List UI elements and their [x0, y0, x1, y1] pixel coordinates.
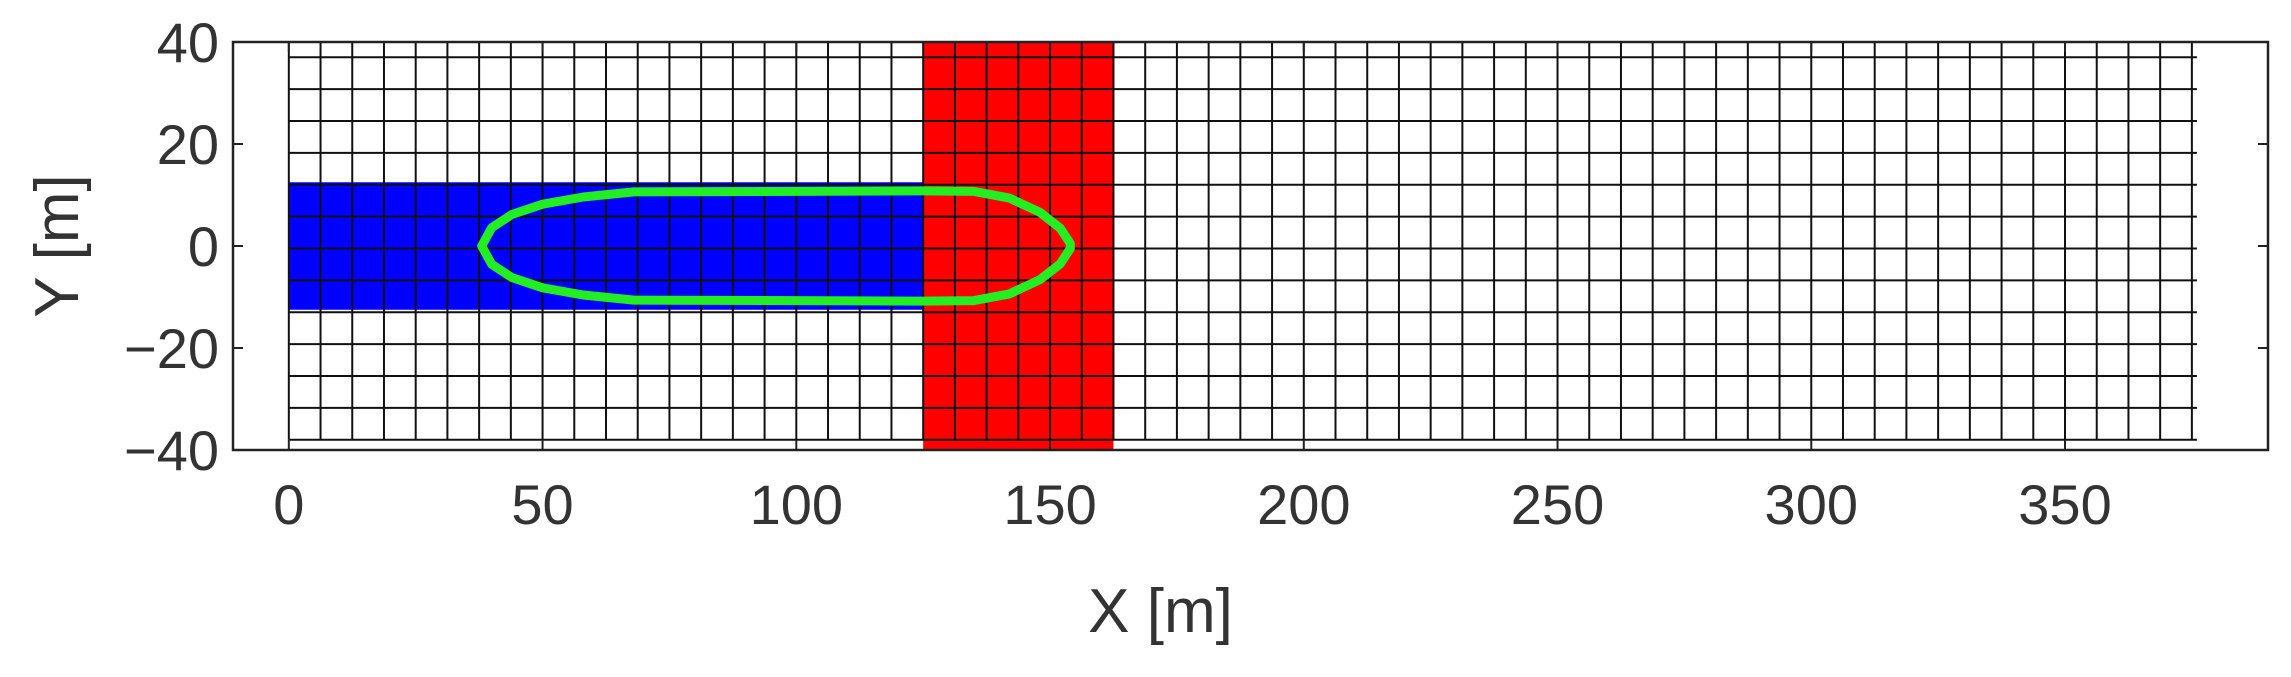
x-tick-label: 100: [750, 473, 843, 536]
labels-layer: X [m] Y [m]: [23, 174, 1233, 646]
y-tick-label: 20: [157, 113, 219, 176]
x-tick-label: 150: [1003, 473, 1096, 536]
x-tick-label: 250: [1511, 473, 1604, 536]
axes-layer: 0 50 100 150 200 250 300 350 −40 −20 0 20 40: [124, 11, 2270, 536]
y-tick-label: 0: [188, 215, 219, 278]
hull-outline-layer: [477, 186, 1075, 306]
x-tick-label: 50: [511, 473, 573, 536]
x-axis-label: X [m]: [1088, 577, 1233, 646]
y-axis-label: Y [m]: [23, 174, 92, 318]
x-tick-label: 300: [1765, 473, 1858, 536]
y-tick-label: −20: [124, 317, 219, 380]
blue-region-wide: [288, 182, 1015, 310]
hull-outline: [477, 186, 1075, 306]
y-tick-label: 40: [157, 11, 219, 74]
mesh-grid: [287, 41, 2197, 441]
y-tick-label: −40: [124, 419, 219, 482]
x-tick-label: 0: [273, 473, 304, 536]
x-tick-label: 200: [1257, 473, 1350, 536]
x-tick-label: 350: [2018, 473, 2111, 536]
